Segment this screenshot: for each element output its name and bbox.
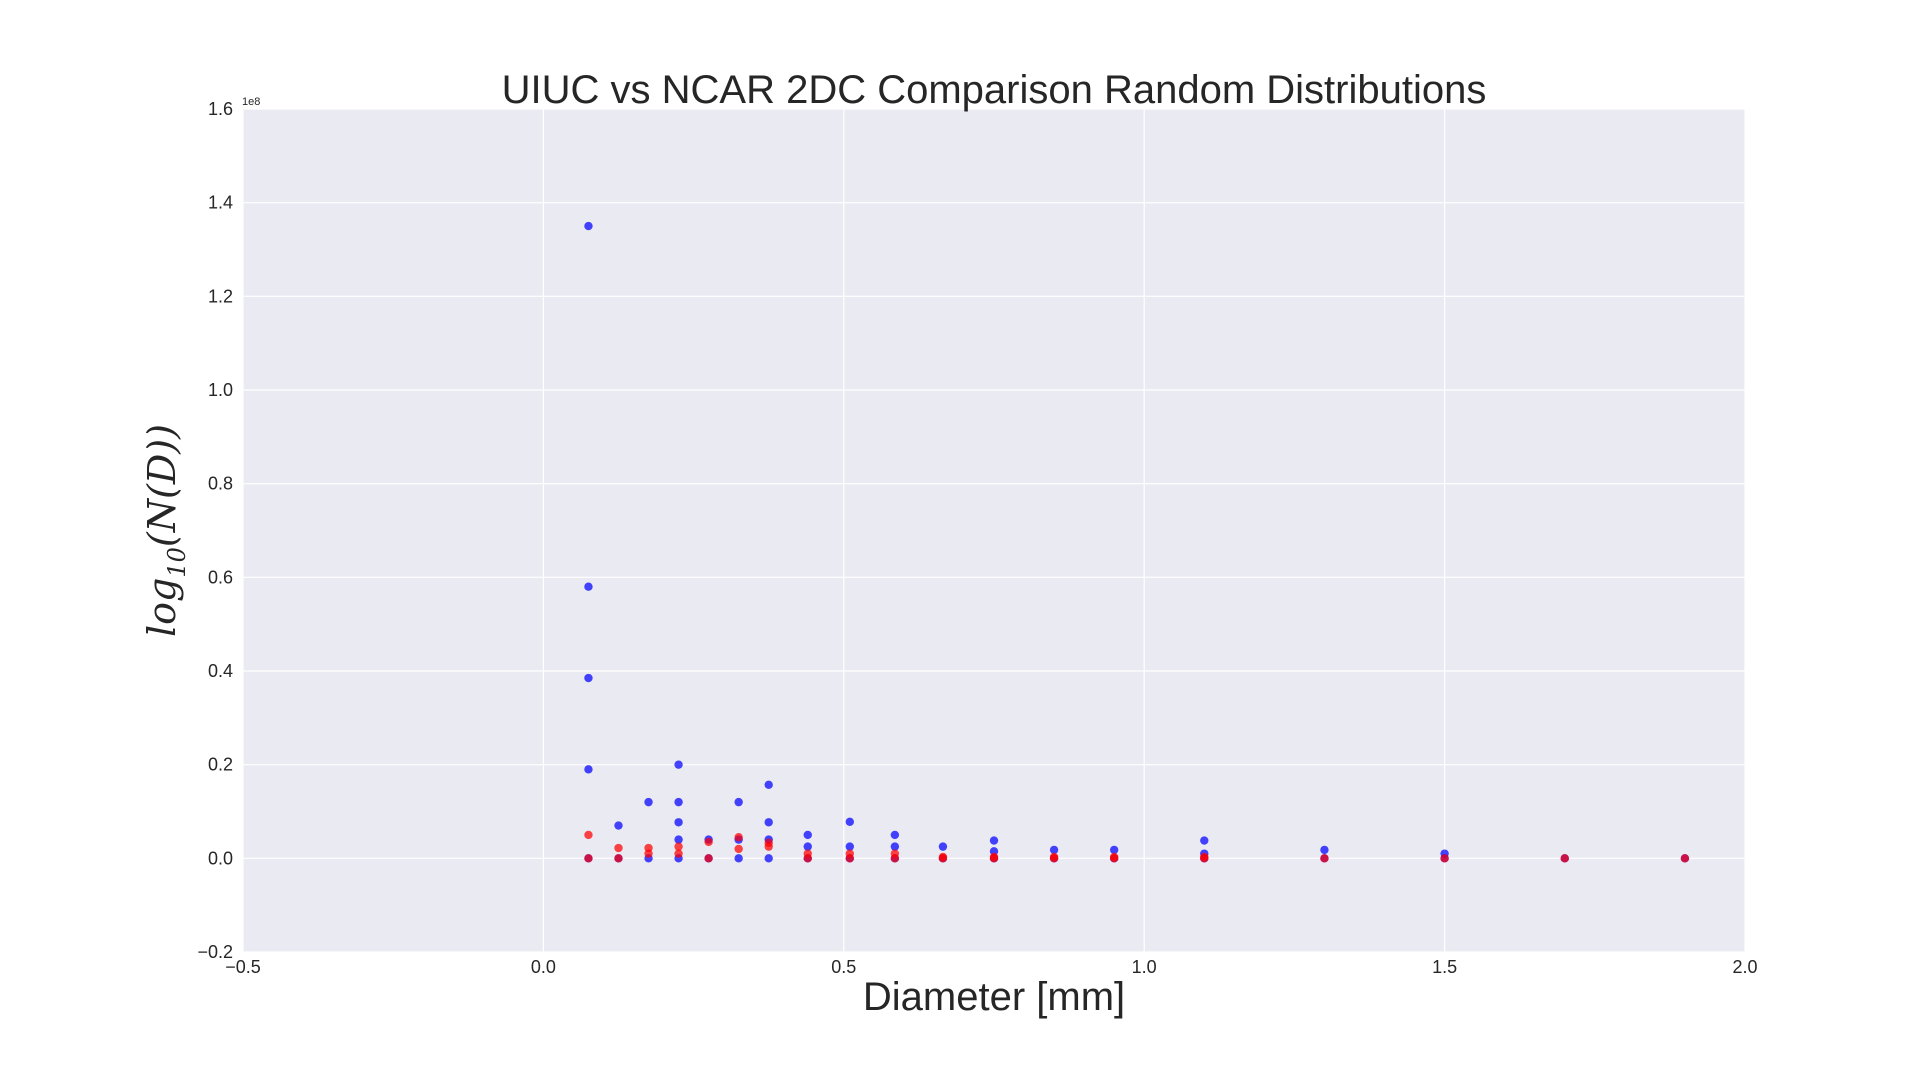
y-axis-offset-label: 1e8 (242, 96, 260, 108)
blue-data-point (674, 818, 683, 827)
y-tick-label: 1.0 (208, 380, 233, 400)
blue-data-point (845, 817, 855, 827)
blue-data-point (584, 765, 593, 774)
blue-data-point (674, 835, 683, 844)
blue-data-point (1320, 845, 1329, 855)
blue-data-point (845, 842, 855, 851)
red-data-point (1680, 854, 1690, 863)
red-data-point (734, 833, 743, 842)
chart-title: UIUC vs NCAR 2DC Comparison Random Distr… (502, 68, 1487, 112)
red-data-point (1049, 854, 1059, 863)
blue-data-point (764, 854, 773, 863)
y-tick-labels: −0.2 0.0 0.2 0.4 0.6 0.8 1.0 1.2 1.4 1.6 (197, 99, 233, 962)
x-tick-label: 1.0 (1132, 957, 1157, 977)
blue-data-point (614, 821, 623, 830)
y-axis-label: log10(N(D)) (140, 424, 191, 637)
y-tick-label: 1.6 (208, 99, 233, 119)
y-axis-label-subscript: 10 (163, 547, 191, 578)
x-tick-labels: −0.5 0.0 0.5 1.0 1.5 2.0 (225, 957, 1757, 977)
blue-data-point (803, 842, 812, 851)
x-tick-label: 0.5 (831, 957, 856, 977)
red-data-point (989, 854, 999, 863)
x-tick-label: 1.5 (1432, 957, 1457, 977)
y-axis-label-log: log (140, 578, 184, 637)
y-tick-label: 1.4 (208, 193, 233, 213)
red-data-point (734, 844, 743, 854)
red-data-point (845, 854, 855, 863)
red-data-point (674, 842, 683, 851)
grid-lines (242, 108, 1746, 953)
blue-data-point (584, 673, 593, 683)
y-tick-label: 0.6 (208, 567, 233, 587)
blue-data-point (584, 582, 593, 591)
x-tick-label: 0.0 (531, 957, 556, 977)
blue-data-point (674, 797, 683, 807)
plot-area (243, 109, 1745, 952)
y-tick-label: 0.0 (208, 848, 233, 868)
red-data-point (890, 854, 900, 863)
red-data-point (614, 854, 623, 863)
red-data-point (704, 854, 713, 863)
blue-data-point (1049, 845, 1059, 855)
red-data-point (1200, 854, 1209, 863)
y-tick-label: 0.4 (208, 661, 233, 681)
red-data-point (1440, 854, 1449, 863)
blue-data-point (890, 830, 900, 840)
y-tick-label: 1.2 (208, 286, 233, 306)
red-data-point (674, 849, 683, 858)
red-data-point (803, 854, 812, 863)
red-data-point (704, 837, 713, 847)
y-axis-label-rest: (N(D)) (140, 424, 184, 547)
red-data-point (614, 843, 623, 853)
red-data-point (584, 830, 593, 840)
x-axis-label: Diameter [mm] (863, 975, 1125, 1019)
x-tick-label: −0.5 (225, 957, 261, 977)
red-data-point (1560, 854, 1569, 863)
y-tick-label: 0.2 (208, 755, 233, 775)
blue-data-point (584, 221, 593, 231)
red-data-point (764, 842, 773, 851)
x-tick-label: 2.0 (1732, 957, 1757, 977)
blue-data-point (1109, 845, 1119, 855)
red-data-point (644, 849, 653, 858)
blue-data-point (764, 818, 773, 827)
data-points (584, 221, 1690, 863)
blue-data-point (734, 854, 743, 863)
red-data-point (1320, 854, 1329, 863)
blue-data-point (1200, 836, 1209, 845)
red-data-point (1109, 854, 1119, 863)
blue-data-point (890, 842, 900, 851)
blue-data-point (803, 830, 812, 840)
blue-data-point (734, 797, 743, 807)
red-data-point (584, 854, 593, 863)
blue-data-point (674, 760, 683, 769)
blue-data-point (989, 836, 999, 845)
y-tick-label: 0.8 (208, 474, 233, 494)
blue-data-point (644, 797, 653, 807)
y-tick-label: −0.2 (197, 942, 233, 962)
red-data-point (938, 854, 948, 863)
blue-data-point (938, 842, 948, 851)
blue-data-point (764, 780, 773, 790)
